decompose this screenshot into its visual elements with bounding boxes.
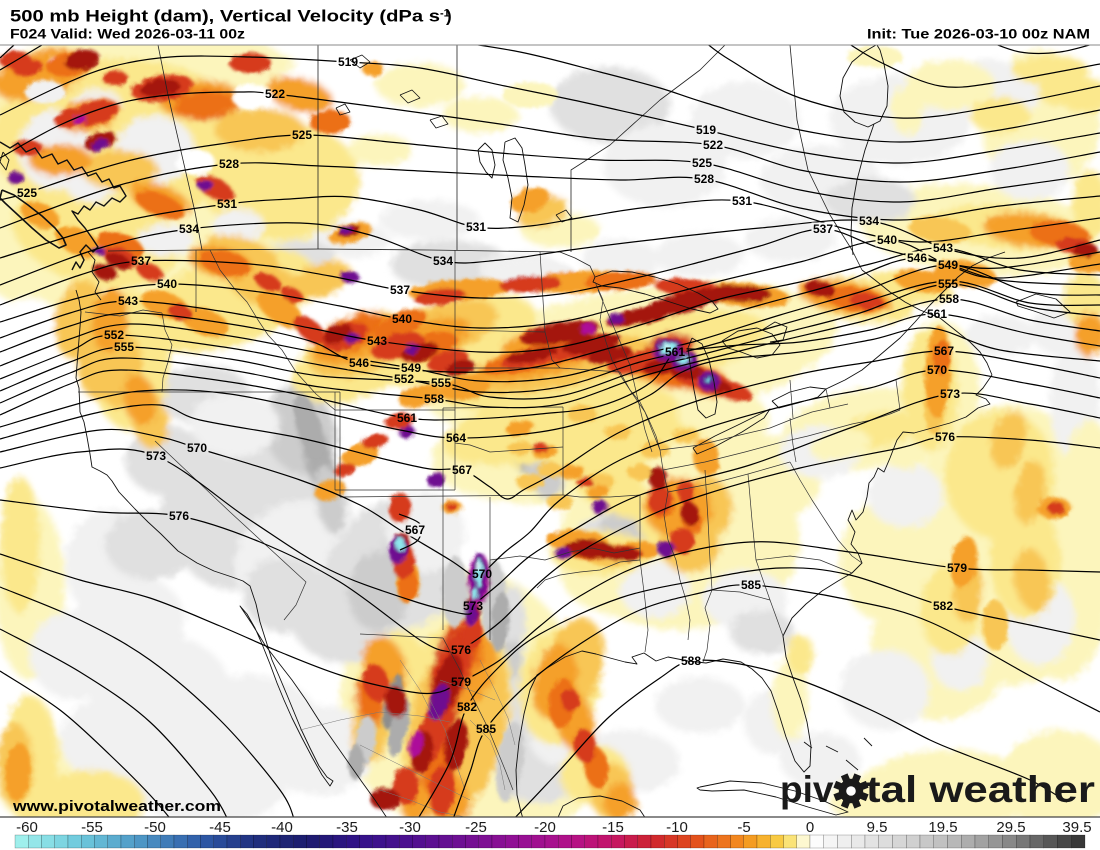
svg-text:piv: piv: [780, 769, 834, 810]
svg-text:555: 555: [431, 376, 451, 390]
svg-text:555: 555: [938, 277, 958, 291]
svg-text:-25: -25: [465, 819, 487, 836]
svg-text:576: 576: [451, 643, 471, 657]
svg-text:528: 528: [694, 172, 714, 186]
svg-text:570: 570: [472, 567, 492, 581]
svg-text:9.5: 9.5: [867, 819, 888, 836]
svg-text:534: 534: [433, 254, 453, 268]
svg-text:-55: -55: [81, 819, 103, 836]
svg-text:543: 543: [933, 241, 953, 255]
svg-text:546: 546: [349, 356, 369, 370]
svg-text:570: 570: [927, 363, 947, 377]
svg-text:537: 537: [131, 254, 151, 268]
svg-text:534: 534: [179, 222, 199, 236]
svg-text:534: 534: [859, 214, 879, 228]
svg-text:19.5: 19.5: [928, 819, 957, 836]
svg-text:525: 525: [292, 128, 312, 142]
svg-text:552: 552: [394, 372, 414, 386]
svg-text:567: 567: [452, 463, 472, 477]
svg-text:500 mb Height (dam), Vertical: 500 mb Height (dam), Vertical Velocity (…: [10, 7, 440, 26]
svg-text:537: 537: [390, 283, 410, 297]
svg-text:576: 576: [935, 430, 955, 444]
svg-text:576: 576: [169, 509, 189, 523]
svg-text:573: 573: [146, 449, 166, 463]
svg-text:519: 519: [338, 55, 358, 69]
svg-text:522: 522: [703, 138, 723, 152]
svg-text:525: 525: [692, 156, 712, 170]
svg-text:549: 549: [938, 258, 958, 272]
svg-text:561: 561: [927, 307, 947, 321]
svg-text:-1: -1: [440, 8, 450, 20]
svg-text:540: 540: [392, 312, 412, 326]
svg-text:540: 540: [157, 277, 177, 291]
svg-text:F024 Valid: Wed 2026-03-11 00z: F024 Valid: Wed 2026-03-11 00z: [10, 27, 245, 42]
svg-text:543: 543: [118, 294, 138, 308]
svg-text:585: 585: [741, 578, 761, 592]
svg-text:39.5: 39.5: [1062, 819, 1091, 836]
svg-text:-5: -5: [737, 819, 750, 836]
svg-text:-60: -60: [16, 819, 38, 836]
svg-text:-35: -35: [336, 819, 358, 836]
svg-text:519: 519: [696, 123, 716, 137]
svg-text:0: 0: [806, 819, 814, 836]
svg-text:582: 582: [457, 700, 477, 714]
svg-text:558: 558: [939, 292, 959, 306]
svg-text:552: 552: [104, 328, 124, 342]
svg-text:561: 561: [397, 411, 417, 425]
svg-text:-15: -15: [602, 819, 624, 836]
svg-text:www.pivotalweather.com: www.pivotalweather.com: [12, 798, 221, 815]
svg-text:528: 528: [219, 157, 239, 171]
svg-text:588: 588: [681, 654, 701, 668]
svg-text:-30: -30: [399, 819, 421, 836]
svg-text:567: 567: [934, 344, 954, 358]
svg-text:585: 585: [476, 722, 496, 736]
svg-text:531: 531: [732, 194, 752, 208]
svg-text:570: 570: [187, 441, 207, 455]
svg-text:579: 579: [947, 561, 967, 575]
svg-text:-20: -20: [534, 819, 556, 836]
svg-text:561: 561: [665, 345, 685, 359]
svg-text:540: 540: [877, 233, 897, 247]
svg-text:Init: Tue 2026-03-10 00z NAM: Init: Tue 2026-03-10 00z NAM: [867, 27, 1090, 42]
svg-text:-45: -45: [209, 819, 231, 836]
svg-text:567: 567: [405, 523, 425, 537]
svg-text:573: 573: [463, 599, 483, 613]
svg-text:543: 543: [367, 334, 387, 348]
svg-text:573: 573: [940, 387, 960, 401]
svg-text:-40: -40: [271, 819, 293, 836]
svg-text:525: 525: [17, 186, 37, 200]
svg-text:531: 531: [217, 197, 237, 211]
svg-text:546: 546: [907, 251, 927, 265]
svg-text:-50: -50: [144, 819, 166, 836]
svg-text:-10: -10: [666, 819, 688, 836]
svg-text:531: 531: [466, 220, 486, 234]
svg-text:555: 555: [114, 340, 134, 354]
svg-text:29.5: 29.5: [996, 819, 1025, 836]
svg-text:): ): [446, 7, 452, 26]
svg-text:549: 549: [401, 361, 421, 375]
svg-text:582: 582: [933, 599, 953, 613]
svg-text:579: 579: [451, 675, 471, 689]
svg-text:537: 537: [813, 222, 833, 236]
svg-text:522: 522: [265, 87, 285, 101]
svg-text:tal weather: tal weather: [866, 769, 1095, 810]
svg-text:558: 558: [424, 392, 444, 406]
svg-text:564: 564: [446, 431, 466, 445]
